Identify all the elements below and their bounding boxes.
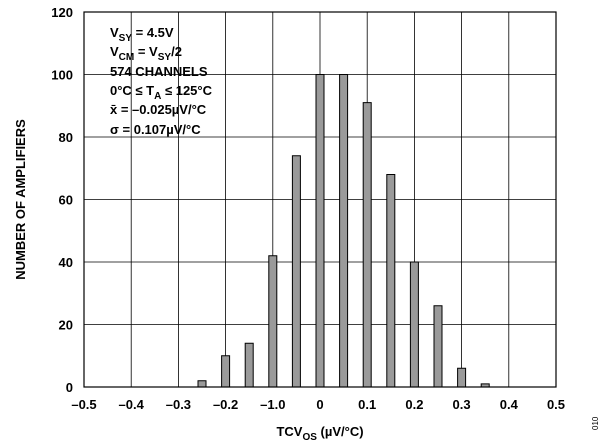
annotation-sigma: σ = 0.107µV/°C [110,122,201,137]
x-axis-title: TCVOS (µV/°C) [276,424,363,443]
y-tick-labels: 0 20 40 60 80 100 120 [51,5,73,395]
x-tick-label: –1.0 [260,397,285,412]
bar [221,355,231,388]
bar [362,102,372,388]
bar [197,380,207,388]
x-tick-label: –0.4 [119,397,145,412]
x-tick-label: 0.5 [547,397,565,412]
y-tick-label: 0 [66,380,73,395]
annotation-vsy: VSY = 4.5V [110,25,174,44]
x-axis-title-unit: (µV/°C) [317,424,364,439]
bar [315,74,325,388]
bars [197,74,490,388]
x-tick-label: 0.4 [500,397,519,412]
figure-code: 010 [591,416,600,430]
x-tick-label: –0.5 [71,397,96,412]
annotation-vcm: VCM = VSY/2 [110,44,182,63]
bar [291,155,301,388]
bar [244,342,254,388]
x-tick-label: 0.2 [405,397,423,412]
bar [433,305,443,388]
bar [268,255,278,388]
y-tick-label: 100 [51,68,73,83]
y-tick-label: 20 [59,318,73,333]
y-axis-title: NUMBER OF AMPLIFIERS [13,119,28,280]
bar [457,367,467,388]
y-tick-label: 60 [59,193,73,208]
x-tick-label: –0.2 [213,397,238,412]
x-tick-label: 0.3 [453,397,471,412]
y-tick-label: 120 [51,5,73,20]
x-tick-label: 0 [316,397,323,412]
annotation-temp-range: 0°C ≤ TA ≤ 125°C [110,83,213,102]
x-axis-title-main: TCV [276,424,302,439]
annotation-mean: x̄ = –0.025µV/°C [110,102,207,117]
bar [386,174,396,388]
x-tick-label: –0.3 [166,397,191,412]
bar [409,261,419,388]
x-axis-title-sub: OS [302,432,317,443]
y-tick-label: 40 [59,255,73,270]
x-tick-labels: –0.5 –0.4 –0.3 –0.2 –1.0 0 0.1 0.2 0.3 0.4 0.5 [71,397,565,412]
bar [339,74,349,388]
y-tick-label: 80 [59,130,73,145]
x-tick-label: 0.1 [358,397,376,412]
spec-annotations: VSY = 4.5V VCM = VSY/2 574 CHANNELS 0°C … [110,25,213,137]
plot-frame [83,11,557,388]
annotation-channels: 574 CHANNELS [110,64,208,79]
